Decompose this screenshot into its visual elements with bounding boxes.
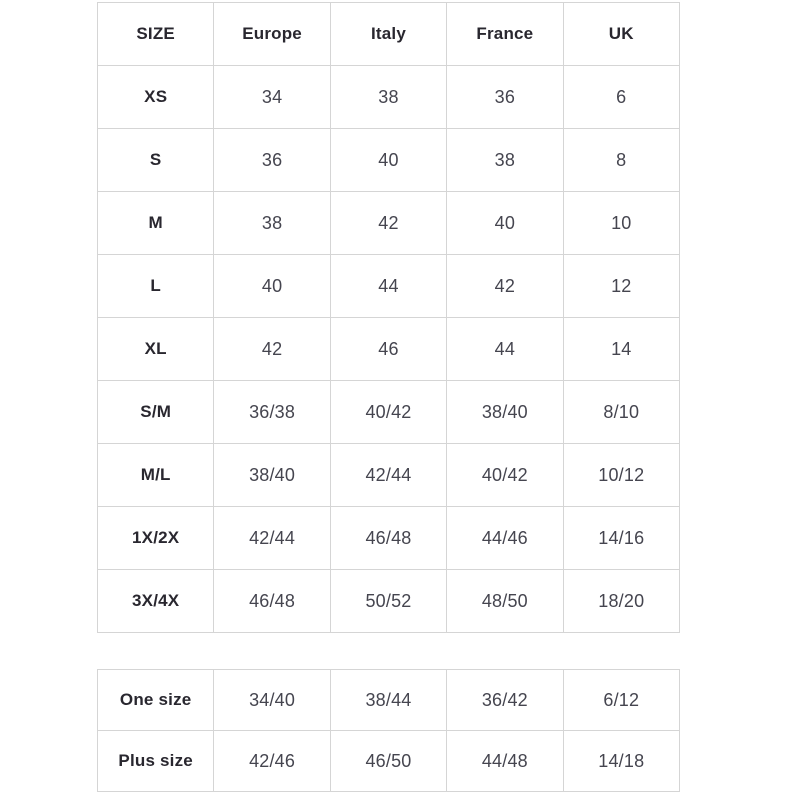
table-row-plus-size: Plus size 42/46 46/50 44/48 14/18 [96, 730, 681, 792]
table-cell: 40 [329, 128, 448, 192]
table-cell: 46/48 [213, 569, 331, 633]
column-header-europe: Europe [213, 2, 331, 66]
row-label: 3X/4X [96, 569, 215, 633]
table-cell: 44/48 [446, 730, 564, 792]
row-label: XS [96, 65, 215, 129]
row-label: XL [96, 317, 215, 381]
table-gap [97, 633, 680, 669]
table-cell: 50/52 [329, 569, 448, 633]
table-cell: 36 [213, 128, 331, 192]
table-cell: 34 [213, 65, 331, 129]
table-cell: 38/40 [446, 380, 564, 444]
table-row-one-size: One size 34/40 38/44 36/42 6/12 [96, 669, 681, 731]
table-cell: 40/42 [446, 443, 564, 507]
table-cell: 36/42 [446, 669, 564, 731]
table-row-1x2x: 1X/2X 42/44 46/48 44/46 14/16 [96, 506, 681, 570]
table-cell: 48/50 [446, 569, 564, 633]
header-row: SIZE Europe Italy France UK [96, 2, 681, 66]
table-cell: 42/46 [213, 730, 331, 792]
table-cell: 38 [213, 191, 331, 255]
row-label: S/M [96, 380, 215, 444]
column-header-size: SIZE [96, 2, 215, 66]
table-cell: 46/50 [329, 730, 448, 792]
table-row-sm: S/M 36/38 40/42 38/40 8/10 [96, 380, 681, 444]
column-header-uk: UK [562, 2, 681, 66]
table-row-l: L 40 44 42 12 [96, 254, 681, 318]
row-label: Plus size [96, 730, 215, 792]
row-label: S [96, 128, 215, 192]
table-cell: 14 [562, 317, 681, 381]
table-cell: 10 [562, 191, 681, 255]
column-header-italy: Italy [329, 2, 448, 66]
table-cell: 42/44 [213, 506, 331, 570]
column-header-france: France [446, 2, 564, 66]
table-cell: 6/12 [562, 669, 681, 731]
table-cell: 38 [329, 65, 448, 129]
table-cell: 44 [446, 317, 564, 381]
row-label: 1X/2X [96, 506, 215, 570]
table-cell: 42 [213, 317, 331, 381]
table-cell: 10/12 [562, 443, 681, 507]
table-cell: 8 [562, 128, 681, 192]
table-cell: 6 [562, 65, 681, 129]
table-row-s: S 36 40 38 8 [96, 128, 681, 192]
table-cell: 46 [329, 317, 448, 381]
table-cell: 40 [213, 254, 331, 318]
table-cell: 42/44 [329, 443, 448, 507]
table-cell: 40 [446, 191, 564, 255]
size-conversion-table: SIZE Europe Italy France UK XS 34 38 36 … [96, 2, 681, 633]
table-cell: 18/20 [562, 569, 681, 633]
table-cell: 12 [562, 254, 681, 318]
table-row-ml: M/L 38/40 42/44 40/42 10/12 [96, 443, 681, 507]
table-cell: 44/46 [446, 506, 564, 570]
table-cell: 44 [329, 254, 448, 318]
row-label: M [96, 191, 215, 255]
table-cell: 38/40 [213, 443, 331, 507]
table-cell: 38 [446, 128, 564, 192]
row-label: M/L [96, 443, 215, 507]
table-cell: 34/40 [213, 669, 331, 731]
special-sizes-table: One size 34/40 38/44 36/42 6/12 Plus siz… [96, 669, 681, 792]
table-cell: 8/10 [562, 380, 681, 444]
table-row-xl: XL 42 46 44 14 [96, 317, 681, 381]
table-cell: 36 [446, 65, 564, 129]
table-cell: 40/42 [329, 380, 448, 444]
table-row-m: M 38 42 40 10 [96, 191, 681, 255]
table-cell: 36/38 [213, 380, 331, 444]
table-cell: 14/18 [562, 730, 681, 792]
size-chart-page: SIZE Europe Italy France UK XS 34 38 36 … [96, 2, 681, 792]
row-label: L [96, 254, 215, 318]
table-cell: 38/44 [329, 669, 448, 731]
table-row-3x4x: 3X/4X 46/48 50/52 48/50 18/20 [96, 569, 681, 633]
table-cell: 42 [329, 191, 448, 255]
table-cell: 14/16 [562, 506, 681, 570]
row-label: One size [96, 669, 215, 731]
table-cell: 46/48 [329, 506, 448, 570]
size-table-header: SIZE Europe Italy France UK [96, 2, 681, 66]
table-cell: 42 [446, 254, 564, 318]
table-row-xs: XS 34 38 36 6 [96, 65, 681, 129]
